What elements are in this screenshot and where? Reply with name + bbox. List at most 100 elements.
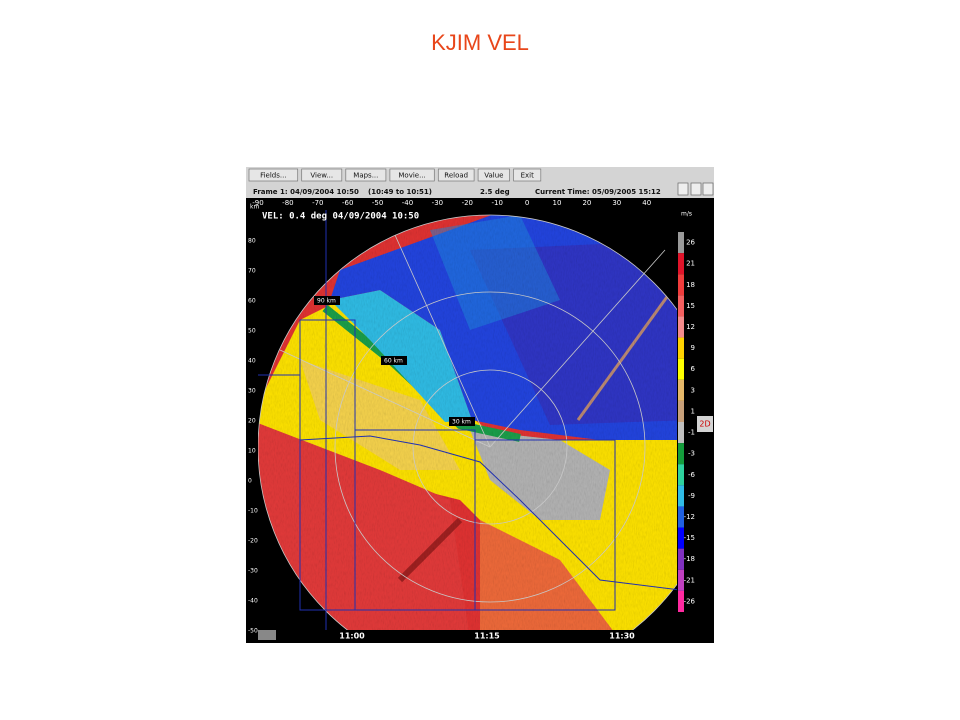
span-text: (10:49 to 10:51) <box>368 188 432 196</box>
slide-title: KJIM VEL <box>431 30 529 55</box>
colorbar-label: 21 <box>686 260 695 268</box>
colorbar-unit: m/s <box>681 211 692 218</box>
x-axis-label: -90 <box>252 199 263 207</box>
color-swatch <box>678 506 684 528</box>
button-label: View... <box>310 172 333 180</box>
x-axis-label: 20 <box>582 199 591 207</box>
x-axis-label: 0 <box>525 199 529 207</box>
colorbar-label: -6 <box>688 471 696 479</box>
mode-label: 2D <box>699 420 710 429</box>
colorbar-label: -12 <box>684 513 695 521</box>
toolbar-button[interactable] <box>248 168 299 182</box>
x-axis-label: -60 <box>342 199 353 207</box>
x-axis-label: 40 <box>642 199 651 207</box>
colorbar-label: 26 <box>686 239 695 247</box>
timeline-label: 11:15 <box>474 632 500 641</box>
color-swatch <box>678 232 684 254</box>
timeline-marker <box>258 630 276 640</box>
y-axis-label: 60 <box>248 298 256 305</box>
toolbar-button[interactable] <box>389 168 435 182</box>
x-axis-label: 30 <box>612 199 621 207</box>
y-axis-label: 40 <box>248 358 256 365</box>
y-axis-label: 50 <box>248 328 256 335</box>
y-axis-label: 70 <box>248 268 256 275</box>
toolbar: Fields... View... Maps... Movie... Reload Val… <box>248 168 542 182</box>
y-axis-label: -30 <box>248 568 258 575</box>
elevation-text: 2.5 deg <box>480 188 510 196</box>
color-swatch <box>678 443 684 465</box>
colorbar-label: 18 <box>686 281 695 289</box>
colorbar-label: 6 <box>691 365 696 373</box>
mode-box[interactable] <box>697 416 713 432</box>
color-swatch <box>678 590 684 612</box>
colorbar-label: -26 <box>684 597 696 605</box>
x-axis-label: 10 <box>553 199 562 207</box>
frame-text: Frame 1: 04/09/2004 10:50 <box>253 188 359 196</box>
ring-labels: 90 km 60 km 30 km <box>314 296 475 426</box>
colorbar-label: -18 <box>684 555 695 563</box>
colorbar-label: -15 <box>684 534 695 542</box>
y-axis-label: -50 <box>248 628 258 635</box>
toolbar-button[interactable] <box>345 168 387 182</box>
colorbar: 26 21 18 15 12 9 6 3 1 -1 -3 -6 -9 -12 -15 -18 -21 -26 <box>678 232 696 612</box>
colorbar-label: -21 <box>684 576 695 584</box>
button-label: Value <box>484 172 503 180</box>
y-axis-label: 80 <box>248 238 256 245</box>
color-swatch <box>678 337 684 359</box>
colorbar-label: 9 <box>691 344 695 352</box>
colorbar-label: 12 <box>686 323 695 331</box>
colorbar-label: -9 <box>688 492 695 500</box>
window-control[interactable] <box>690 182 702 196</box>
ring-label: 30 km <box>452 419 471 426</box>
color-swatch <box>678 358 684 380</box>
y-axis-label: 20 <box>248 418 256 425</box>
toolbar-button[interactable] <box>513 168 542 182</box>
x-axis-label: -40 <box>402 199 413 207</box>
timeline-label: 11:00 <box>339 632 365 641</box>
color-swatch <box>678 485 684 507</box>
colorbar-label: 1 <box>691 407 695 415</box>
x-axis-label: -10 <box>491 199 502 207</box>
color-swatch <box>678 316 684 338</box>
color-swatch <box>678 274 684 296</box>
color-swatch <box>678 527 684 549</box>
y-axis-label: 30 <box>248 388 256 395</box>
ring-label: 90 km <box>317 298 336 305</box>
plot-label: VEL: 0.4 deg 04/09/2004 10:50 <box>262 212 419 222</box>
y-axis-label: 0 <box>248 478 252 485</box>
colorbar-label: -1 <box>688 429 695 437</box>
status-bar: Frame 1: 04/09/2004 10:50 (10:49 to 10:5… <box>253 188 661 196</box>
color-swatch <box>678 422 684 444</box>
toolbar-button[interactable] <box>437 168 475 182</box>
color-swatch <box>678 295 684 317</box>
button-label: Fields... <box>260 172 286 180</box>
ring-label: 60 km <box>384 358 403 365</box>
x-axis-label: -50 <box>372 199 383 207</box>
x-axis-label: -20 <box>462 199 473 207</box>
color-swatch <box>678 379 684 401</box>
timeline: 11:00 11:15 11:30 <box>339 632 635 641</box>
y-axis-label: -10 <box>248 508 258 515</box>
window-control[interactable] <box>677 182 689 196</box>
window-control[interactable] <box>702 182 714 196</box>
color-swatch <box>678 464 684 486</box>
colorbar-label: 15 <box>686 302 695 310</box>
button-label: Reload <box>444 172 468 180</box>
x-axis-label: -80 <box>282 199 293 207</box>
axes: -90 -80 -70 -60 -50 -40 -30 -20 -10 0 10 20 30 40 80 70… <box>248 199 651 635</box>
timeline-label: 11:30 <box>609 632 635 641</box>
color-swatch <box>678 253 684 275</box>
toolbar-button[interactable] <box>301 168 343 182</box>
x-axis-label: -30 <box>432 199 443 207</box>
color-swatch <box>678 569 684 591</box>
colorbar-label: 3 <box>691 386 695 394</box>
y-axis-label: 10 <box>248 448 256 455</box>
time-text: Current Time: 05/09/2005 15:12 <box>535 188 661 196</box>
toolbar-button[interactable] <box>477 168 510 182</box>
colorbar-label: -3 <box>688 450 695 458</box>
y-axis-label: -40 <box>248 598 258 605</box>
axis-unit: km <box>250 204 259 211</box>
button-label: Maps... <box>353 172 378 180</box>
